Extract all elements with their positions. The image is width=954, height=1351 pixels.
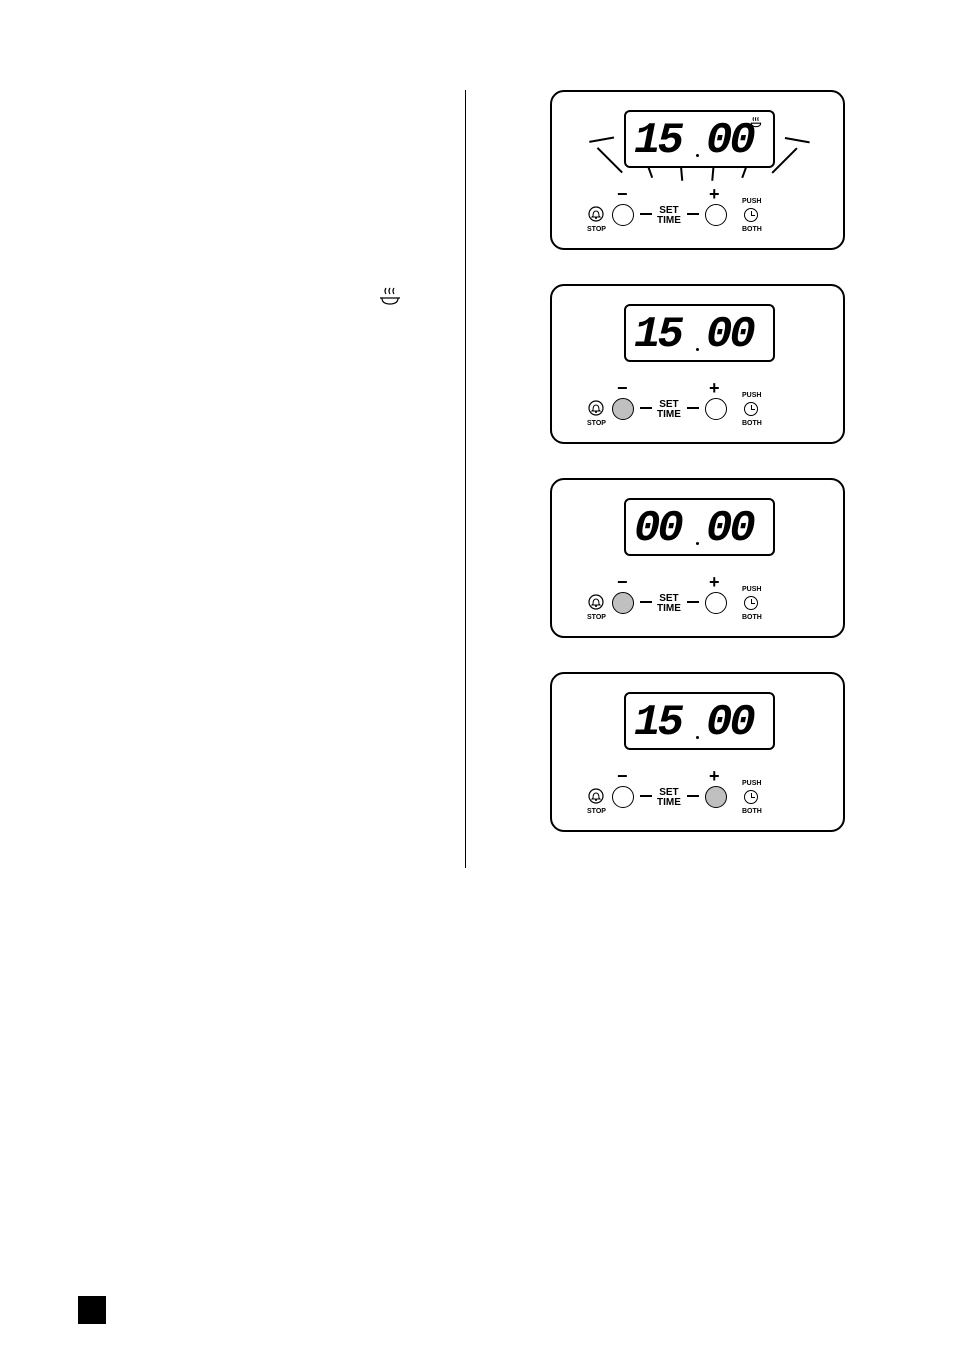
connector-dash [640, 601, 652, 603]
both-label: BOTH [742, 226, 762, 233]
controls-row: STOP − SETTIME + PUSH BOTH [552, 380, 843, 436]
timer-panel-2: 15 00 STOP − SETTIME + PUSH BOTH [550, 284, 845, 444]
lcd-display: 15 00 [624, 110, 775, 168]
plus-button[interactable] [705, 398, 727, 420]
push-label: PUSH [742, 392, 761, 399]
stop-label: STOP [587, 614, 606, 621]
connector-dash [640, 795, 652, 797]
stop-label: STOP [587, 226, 606, 233]
set-time-label: SETTIME [657, 594, 681, 614]
connector-dash [640, 213, 652, 215]
controls-row: STOP − SETTIME + PUSH BOTH [552, 768, 843, 824]
stop-label: STOP [587, 420, 606, 427]
both-label: BOTH [742, 614, 762, 621]
push-label: PUSH [742, 586, 761, 593]
minus-button[interactable] [612, 204, 634, 226]
digits-hours: 15 [634, 116, 681, 166]
clock-icon [744, 208, 758, 222]
pot-icon-inline [378, 286, 402, 312]
connector-dash [687, 601, 699, 603]
pot-icon-small [749, 116, 763, 131]
digits-hours: 00 [634, 504, 681, 554]
digits-minutes: 00 [706, 504, 753, 554]
minus-sign: − [617, 766, 628, 787]
digits-minutes: 00 [706, 116, 753, 166]
minus-sign: − [617, 378, 628, 399]
clock-icon [744, 402, 758, 416]
lcd-display: 15 00 [624, 692, 775, 750]
push-label: PUSH [742, 780, 761, 787]
both-label: BOTH [742, 420, 762, 427]
set-time-label: SETTIME [657, 400, 681, 420]
set-time-label: SETTIME [657, 206, 681, 226]
connector-dash [687, 795, 699, 797]
digits-minutes: 00 [706, 698, 753, 748]
bell-icon [588, 788, 604, 804]
plus-button[interactable] [705, 204, 727, 226]
minus-button[interactable] [612, 786, 634, 808]
minus-button[interactable] [612, 592, 634, 614]
plus-button[interactable] [705, 786, 727, 808]
page-number-block [78, 1296, 106, 1324]
timer-panel-3: 00 00 STOP − SETTIME + PUSH BOTH [550, 478, 845, 638]
plus-sign: + [709, 378, 720, 399]
plus-sign: + [709, 184, 720, 205]
connector-dash [687, 407, 699, 409]
clock-icon [744, 790, 758, 804]
minus-button[interactable] [612, 398, 634, 420]
stop-label: STOP [587, 808, 606, 815]
digits-hours: 15 [634, 698, 681, 748]
separator-dot [696, 736, 699, 739]
bell-icon [588, 206, 604, 222]
timer-panel-1: 15 00 STOP − SETTIME + PUSH BOTH [550, 90, 845, 250]
clock-icon [744, 596, 758, 610]
digits-hours: 15 [634, 310, 681, 360]
separator-dot [696, 348, 699, 351]
connector-dash [687, 213, 699, 215]
set-time-label: SETTIME [657, 788, 681, 808]
both-label: BOTH [742, 808, 762, 815]
bell-icon [588, 400, 604, 416]
plus-sign: + [709, 766, 720, 787]
minus-sign: − [617, 572, 628, 593]
separator-dot [696, 542, 699, 545]
controls-row: STOP − SETTIME + PUSH BOTH [552, 186, 843, 242]
bell-icon [588, 594, 604, 610]
timer-panel-4: 15 00 STOP − SETTIME + PUSH BOTH [550, 672, 845, 832]
plus-button[interactable] [705, 592, 727, 614]
minus-sign: − [617, 184, 628, 205]
connector-dash [640, 407, 652, 409]
digits-minutes: 00 [706, 310, 753, 360]
push-label: PUSH [742, 198, 761, 205]
controls-row: STOP − SETTIME + PUSH BOTH [552, 574, 843, 630]
plus-sign: + [709, 572, 720, 593]
lcd-display: 00 00 [624, 498, 775, 556]
separator-dot [696, 154, 699, 157]
column-divider [465, 90, 466, 868]
lcd-display: 15 00 [624, 304, 775, 362]
